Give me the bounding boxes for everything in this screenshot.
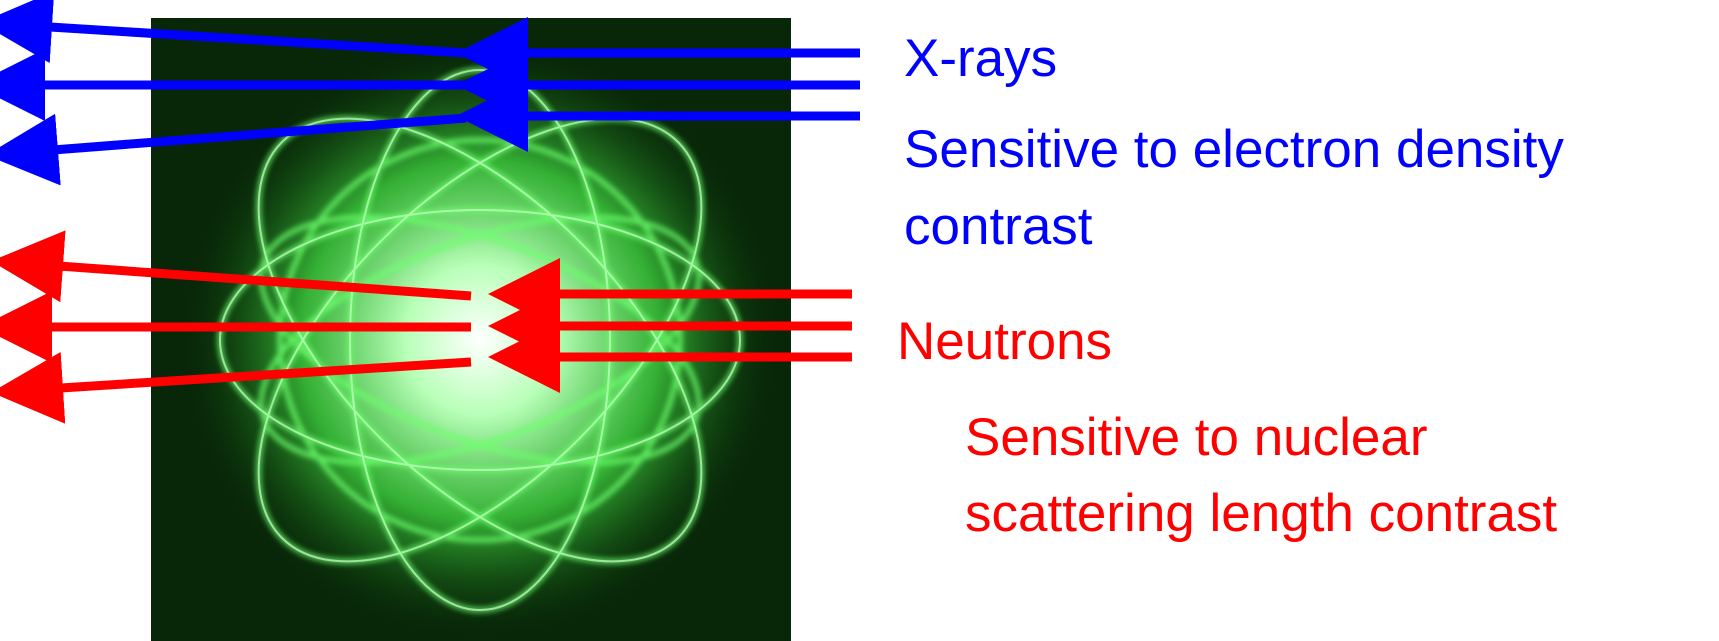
- xray-description: contrast: [904, 197, 1093, 256]
- xray-description: Sensitive to electron density: [904, 120, 1564, 179]
- diagram: X-rays Sensitive to electron density con…: [0, 0, 1719, 641]
- neutron-label: Neutrons: [897, 312, 1112, 371]
- xray-label: X-rays: [904, 29, 1057, 88]
- neutron-description: Sensitive to nuclear: [965, 408, 1428, 467]
- neutron-description: scattering length contrast: [965, 484, 1557, 543]
